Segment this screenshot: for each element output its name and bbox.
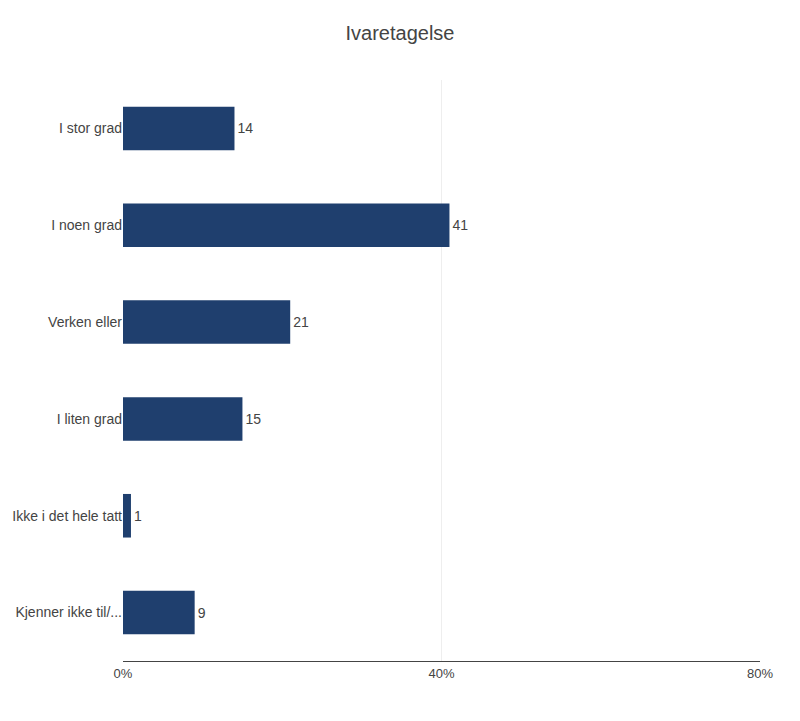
svg-text:Ikke i det hele tatt: Ikke i det hele tatt	[12, 508, 122, 524]
svg-text:40%: 40%	[428, 666, 454, 681]
svg-text:Kjenner ikke til/...: Kjenner ikke til/...	[15, 604, 122, 620]
svg-text:41: 41	[452, 217, 468, 233]
svg-text:1: 1	[134, 508, 142, 524]
svg-text:21: 21	[293, 314, 309, 330]
svg-text:Ivaretagelse: Ivaretagelse	[346, 22, 455, 44]
svg-text:9: 9	[198, 605, 206, 621]
svg-text:I liten grad: I liten grad	[57, 411, 122, 427]
svg-text:0%: 0%	[114, 666, 133, 681]
svg-text:Verken eller: Verken eller	[48, 314, 122, 330]
svg-text:I noen grad: I noen grad	[51, 217, 122, 233]
svg-text:I stor grad: I stor grad	[59, 120, 122, 136]
svg-text:14: 14	[237, 120, 253, 136]
svg-text:15: 15	[245, 411, 261, 427]
svg-text:80%: 80%	[747, 666, 773, 681]
